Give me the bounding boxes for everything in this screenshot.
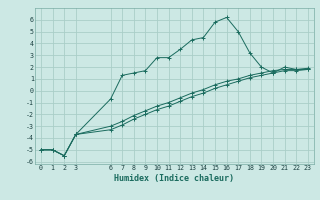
X-axis label: Humidex (Indice chaleur): Humidex (Indice chaleur) — [115, 174, 235, 183]
